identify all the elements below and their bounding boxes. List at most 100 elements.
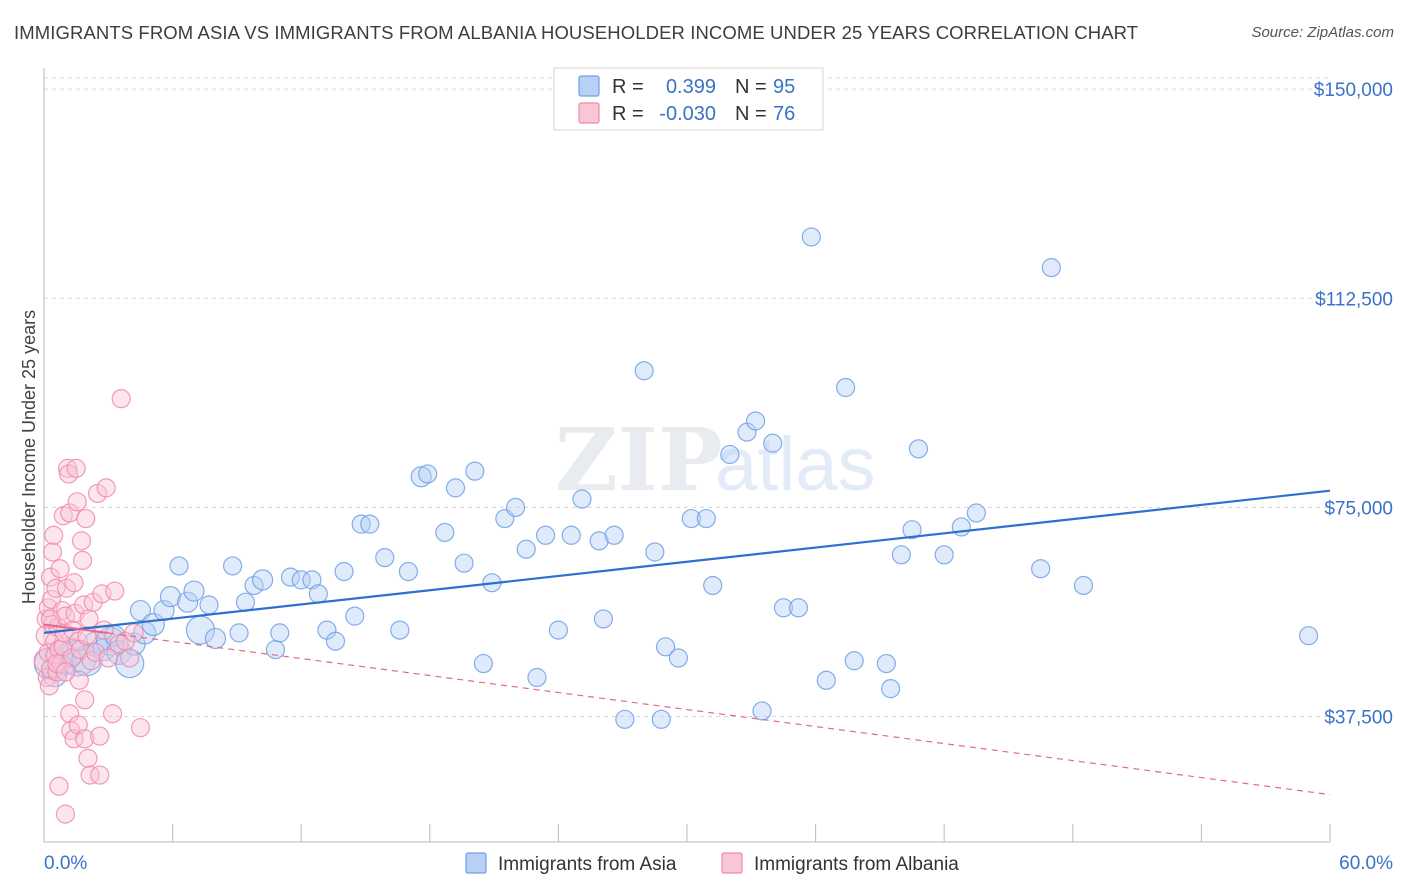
asia-point — [966, 503, 986, 523]
asia-point — [398, 561, 418, 582]
bottom-legend: Immigrants from Asia Immigrants from Alb… — [465, 852, 959, 875]
legend-swatch-asia — [578, 75, 600, 97]
asia-point — [561, 525, 581, 545]
top-legend: R = 0.399 N = 95 R = -0.030 N = 76 — [553, 67, 824, 131]
asia-point — [375, 547, 395, 568]
asia-point — [535, 525, 556, 545]
axes — [43, 68, 1331, 843]
albania-point — [94, 620, 114, 640]
asia-point — [445, 478, 466, 498]
asia-point — [752, 701, 772, 721]
y-tick-label: $75,000 — [1324, 498, 1393, 519]
albania-point — [111, 389, 131, 409]
albania-point — [64, 573, 84, 593]
bottom-legend-label-asia: Immigrants from Asia — [498, 854, 677, 875]
asia-point — [615, 709, 635, 729]
asia-point — [390, 620, 410, 640]
asia-point — [891, 545, 911, 565]
albania-point — [76, 508, 96, 529]
asia-point — [844, 651, 864, 671]
asia-point — [129, 599, 152, 622]
albania-point — [42, 542, 63, 562]
chart-source: Source: ZipAtlas.com — [1251, 24, 1394, 41]
asia-point — [1041, 258, 1061, 278]
watermark-zip: ZIP — [555, 410, 723, 511]
albania-point — [124, 623, 144, 643]
asia-point — [527, 667, 547, 688]
asia-point — [655, 637, 676, 657]
asia-point — [703, 575, 723, 596]
asia-point — [454, 553, 474, 573]
albania-point — [105, 581, 125, 601]
asia-point — [634, 361, 654, 381]
albania-point — [66, 458, 86, 478]
trend-lines — [43, 489, 1331, 796]
albania-point — [44, 525, 64, 545]
albania-point — [98, 648, 118, 668]
albania-point — [69, 670, 89, 690]
legend-n-value-asia: 95 — [773, 76, 795, 98]
asia-point — [1298, 626, 1319, 646]
asia-point — [548, 620, 569, 640]
y-tick-label: $112,500 — [1315, 289, 1393, 310]
asia-point — [418, 464, 438, 484]
albania-point — [55, 804, 76, 824]
albania-point — [75, 729, 95, 749]
albania-point — [40, 567, 61, 587]
asia-point — [229, 623, 249, 643]
albania-trend-line-dashed — [108, 632, 1331, 796]
asia-point — [235, 592, 256, 612]
asia-point — [876, 653, 896, 674]
bottom-legend-swatch-asia — [465, 852, 487, 874]
asia-point — [183, 580, 205, 602]
asia-point — [763, 433, 783, 453]
asia-point — [720, 444, 740, 465]
legend-r-value-albania: -0.030 — [659, 103, 716, 125]
albania-point — [120, 648, 140, 668]
albania-point — [72, 550, 93, 570]
albania-point — [49, 776, 69, 796]
asia-point — [645, 542, 665, 562]
asia-point — [1073, 575, 1094, 596]
asia-point-group — [33, 227, 1319, 729]
asia-point — [516, 539, 536, 559]
asia-point — [604, 525, 624, 545]
asia-point — [1031, 559, 1051, 579]
asia-point — [199, 595, 219, 615]
albania-point — [79, 609, 99, 629]
asia-point — [681, 508, 701, 529]
albania-point — [68, 715, 88, 735]
asia-point — [593, 609, 614, 629]
bottom-legend-swatch-albania — [721, 852, 743, 874]
asia-point — [302, 570, 322, 590]
asia-point — [410, 466, 432, 488]
asia-point — [334, 561, 354, 582]
asia-point — [773, 598, 794, 618]
albania-point — [55, 662, 76, 682]
asia-point — [265, 640, 286, 660]
y-tick-label: $37,500 — [1324, 708, 1393, 729]
albania-point-group — [33, 389, 151, 824]
asia-point — [836, 377, 856, 398]
watermark: ZIP atlas — [555, 410, 876, 511]
albania-point — [71, 531, 92, 551]
asia-point — [435, 522, 455, 543]
asia-point — [252, 569, 274, 591]
legend-r-label-asia: R = — [612, 76, 644, 98]
asia-point — [572, 489, 592, 509]
asia-point — [902, 520, 922, 540]
albania-point — [102, 704, 123, 724]
asia-point — [668, 648, 689, 668]
x-tick-labels: 0.0% 60.0% — [44, 853, 1393, 874]
asia-point — [270, 623, 290, 643]
bottom-legend-label-albania: Immigrants from Albania — [754, 854, 959, 875]
asia-point — [934, 545, 954, 565]
asia-point — [696, 508, 716, 529]
watermark-atlas: atlas — [715, 422, 876, 507]
asia-point — [788, 598, 809, 618]
asia-point — [169, 556, 189, 576]
asia-point — [325, 631, 346, 651]
x-tick-label: 0.0% — [44, 853, 87, 874]
albania-point — [130, 718, 151, 738]
